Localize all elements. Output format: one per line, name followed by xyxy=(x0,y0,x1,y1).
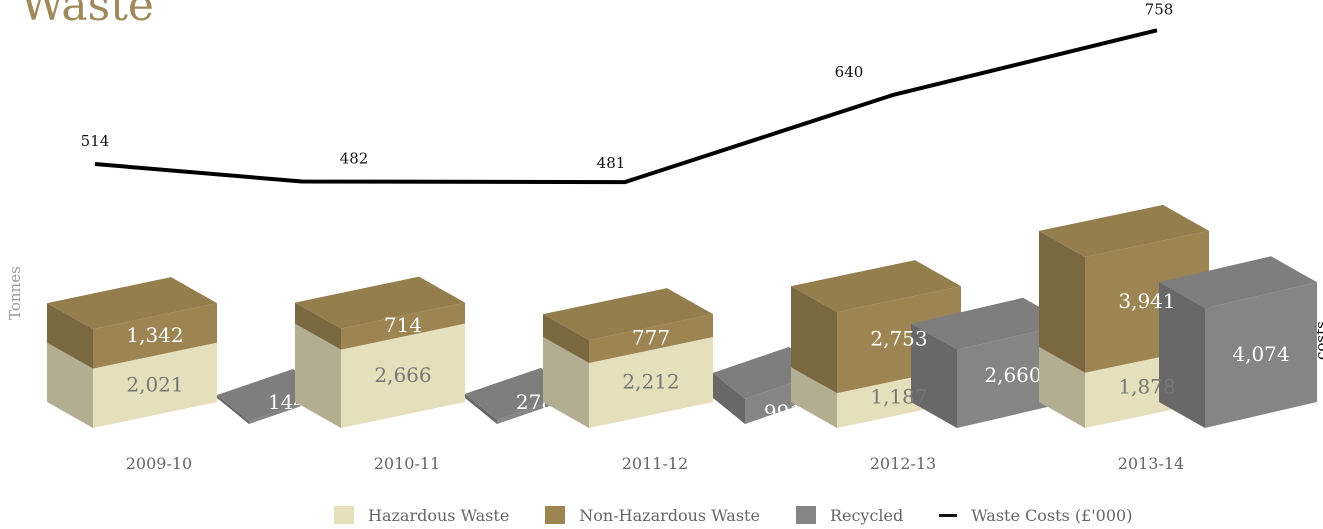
category-label-2012-13: 2012-13 xyxy=(870,454,936,473)
label-waste-costs-2013-14: 758 xyxy=(1145,0,1174,18)
legend-label-recycled: Recycled xyxy=(829,505,904,525)
bar-recycled-2013-14-top-face xyxy=(1159,256,1317,309)
label-waste-costs-2010-11: 482 xyxy=(340,150,369,168)
bar-hazardous-2009-10-side-face xyxy=(47,342,93,428)
legend-label-non-hazardous: Non-Hazardous Waste xyxy=(579,505,760,525)
chart-title: Waste xyxy=(20,0,154,31)
bar-recycled-2011-12-side-face xyxy=(713,372,745,424)
legend-recycled: Recycled xyxy=(795,505,904,525)
bar-recycled-2012-13-top-face xyxy=(911,297,1069,350)
label-non-hazardous-2012-13: 2,753 xyxy=(870,327,927,351)
bar-non-hazardous-2009-10 xyxy=(47,277,217,369)
bar-hazardous-2011-12-front-face xyxy=(589,336,713,428)
category-label-2011-12: 2011-12 xyxy=(622,454,688,473)
bar-hazardous-2011-12-side-face xyxy=(543,336,589,428)
legend-swatch-recycled xyxy=(795,506,816,524)
label-hazardous-2010-11: 2,666 xyxy=(374,363,431,387)
label-non-hazardous-2010-11: 714 xyxy=(384,313,422,337)
label-recycled-2012-13: 2,660 xyxy=(984,363,1041,387)
legend-swatch-costs xyxy=(939,513,958,517)
bar-non-hazardous-2009-10-top-face xyxy=(47,277,217,330)
label-waste-costs-2011-12: 481 xyxy=(597,154,626,172)
bar-non-hazardous-2011-12 xyxy=(543,288,713,363)
label-non-hazardous-2009-10: 1,342 xyxy=(126,323,183,347)
label-hazardous-2009-10: 2,021 xyxy=(126,372,183,396)
legend-label-hazardous: Hazardous Waste xyxy=(368,505,510,525)
legend-label-costs: Waste Costs (£'000) xyxy=(971,505,1133,525)
bar-hazardous-2013-14-side-face xyxy=(1039,346,1085,428)
legend-swatch-hazardous xyxy=(334,506,354,524)
bar-non-hazardous-2013-14-side-face xyxy=(1039,230,1085,373)
bar-non-hazardous-2010-11 xyxy=(295,276,465,350)
bar-non-hazardous-2010-11-front-face xyxy=(341,302,465,350)
category-label-2009-10: 2009-10 xyxy=(126,454,192,473)
legend-swatch-non-hazardous xyxy=(545,506,566,524)
legend-non-hazardous: Non-Hazardous Waste xyxy=(545,506,760,525)
bar-recycled-2013-14-front-face xyxy=(1205,282,1317,428)
bar-recycled-2009-10-side-face xyxy=(217,395,249,424)
label-non-hazardous-2013-14: 3,941 xyxy=(1118,289,1175,313)
chart-legend: Hazardous Waste Non-Hazardous Waste Recy… xyxy=(334,504,1168,526)
bar-hazardous-2012-13-side-face xyxy=(791,367,837,428)
label-hazardous-2011-12: 2,212 xyxy=(622,369,679,393)
category-label-2013-14: 2013-14 xyxy=(1118,454,1184,473)
bar-non-hazardous-2011-12-side-face xyxy=(543,314,589,363)
bar-recycled-2010-11-side-face xyxy=(465,393,497,424)
bar-non-hazardous-2010-11-top-face xyxy=(295,276,465,329)
bar-recycled-2013-14 xyxy=(1159,256,1317,428)
legend-hazardous: Hazardous Waste xyxy=(334,506,509,525)
label-recycled-2013-14: 4,074 xyxy=(1232,342,1289,366)
bar-non-hazardous-2011-12-front-face xyxy=(589,314,713,363)
bar-non-hazardous-2013-14-top-face xyxy=(1039,204,1209,257)
label-hazardous-2012-13: 1,187 xyxy=(870,385,927,409)
bar-recycled-2013-14-side-face xyxy=(1159,282,1205,428)
bar-non-hazardous-2009-10-front-face xyxy=(93,303,217,369)
category-label-2010-11: 2010-11 xyxy=(374,454,440,473)
waste-chart: 2,0211,3421442009-102,6667142782010-112,… xyxy=(47,0,1317,473)
label-hazardous-2013-14: 1,878 xyxy=(1118,374,1175,398)
legend-costs: Waste Costs (£'000) xyxy=(939,506,1132,525)
bar-hazardous-2010-11-side-face xyxy=(295,323,341,428)
label-waste-costs-2012-13: 640 xyxy=(835,63,864,81)
bar-non-hazardous-2011-12-top-face xyxy=(543,288,713,341)
bar-hazardous-2010-11 xyxy=(295,323,465,428)
bar-hazardous-2011-12 xyxy=(543,336,713,428)
bar-hazardous-2009-10 xyxy=(47,342,217,428)
waste-costs-line xyxy=(94,28,1158,185)
bar-non-hazardous-2012-13-top-face xyxy=(791,260,961,313)
bar-non-hazardous-2009-10-side-face xyxy=(47,303,93,369)
label-non-hazardous-2011-12: 777 xyxy=(632,326,670,350)
bar-hazardous-2009-10-front-face xyxy=(93,342,217,428)
bar-non-hazardous-2010-11-side-face xyxy=(295,302,341,350)
label-waste-costs-2009-10: 514 xyxy=(81,132,110,150)
bar-non-hazardous-2012-13-side-face xyxy=(791,286,837,394)
bar-recycled-2012-13-side-face xyxy=(911,323,957,428)
bar-hazardous-2010-11-front-face xyxy=(341,323,465,428)
